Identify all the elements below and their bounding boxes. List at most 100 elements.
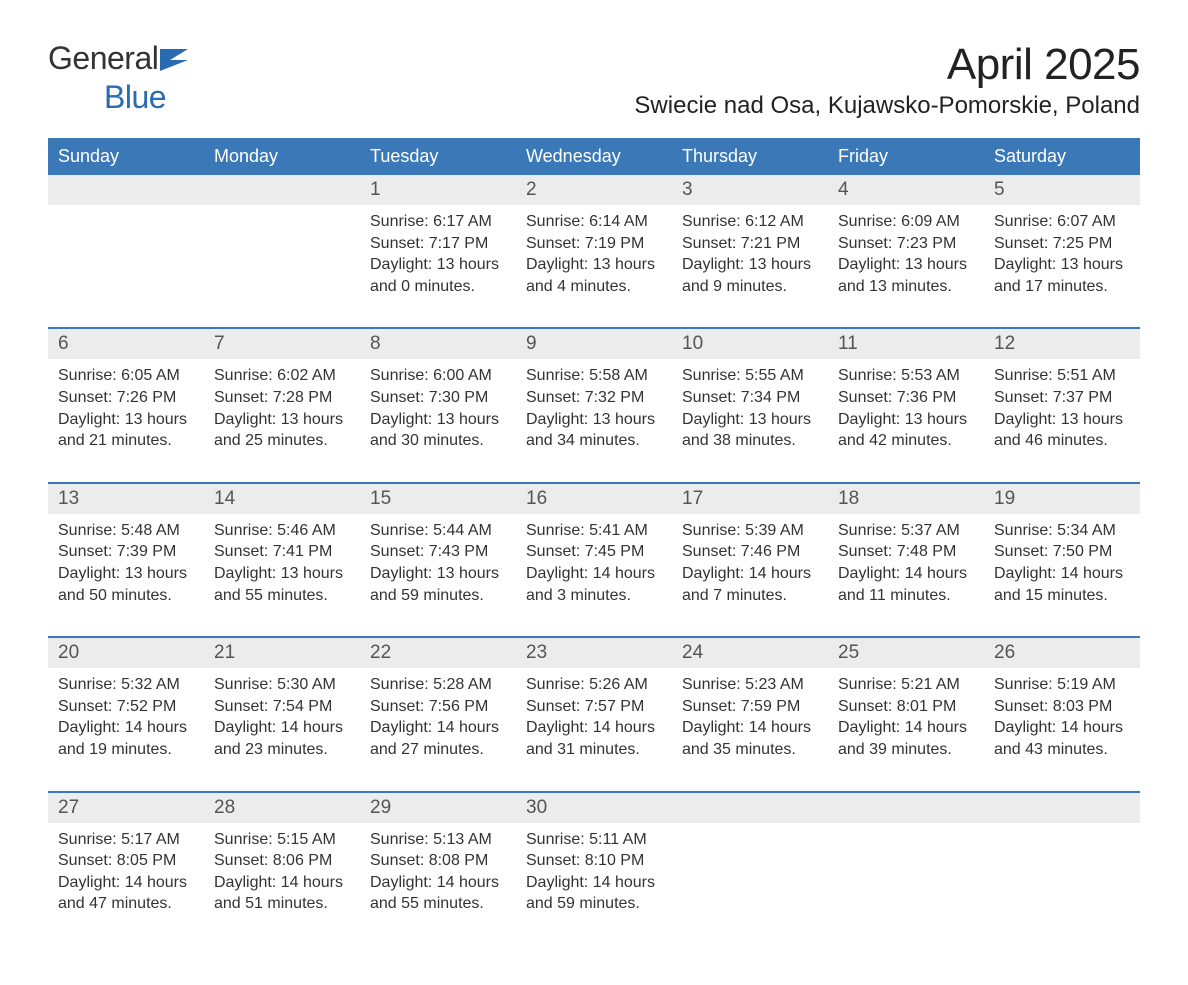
day-sunrise: Sunrise: 6:00 AM xyxy=(370,365,506,387)
week-block: 27282930Sunrise: 5:17 AMSunset: 8:05 PMD… xyxy=(48,791,1140,945)
day-daylight2: and 51 minutes. xyxy=(214,893,350,915)
day-daylight2: and 59 minutes. xyxy=(370,585,506,607)
daynum-row: 13141516171819 xyxy=(48,482,1140,514)
day-sunset: Sunset: 7:52 PM xyxy=(58,696,194,718)
day-number: 24 xyxy=(672,638,828,668)
day-sunset: Sunset: 7:34 PM xyxy=(682,387,818,409)
day-sunset: Sunset: 7:43 PM xyxy=(370,541,506,563)
day-daylight1: Daylight: 13 hours xyxy=(370,563,506,585)
day-sunrise: Sunrise: 5:21 AM xyxy=(838,674,974,696)
day-sunrise: Sunrise: 5:55 AM xyxy=(682,365,818,387)
day-cell xyxy=(828,823,984,945)
day-sunrise: Sunrise: 5:58 AM xyxy=(526,365,662,387)
day-number: 8 xyxy=(360,329,516,359)
day-number: 10 xyxy=(672,329,828,359)
day-daylight2: and 55 minutes. xyxy=(214,585,350,607)
day-daylight2: and 30 minutes. xyxy=(370,430,506,452)
day-daylight1: Daylight: 13 hours xyxy=(994,409,1130,431)
day-sunset: Sunset: 7:50 PM xyxy=(994,541,1130,563)
day-daylight2: and 34 minutes. xyxy=(526,430,662,452)
logo-blue: Blue xyxy=(104,79,166,115)
day-sunrise: Sunrise: 6:09 AM xyxy=(838,211,974,233)
day-cell: Sunrise: 5:11 AMSunset: 8:10 PMDaylight:… xyxy=(516,823,672,945)
day-sunset: Sunset: 8:01 PM xyxy=(838,696,974,718)
day-sunrise: Sunrise: 5:44 AM xyxy=(370,520,506,542)
page-title: April 2025 xyxy=(634,40,1140,90)
day-cell: Sunrise: 6:09 AMSunset: 7:23 PMDaylight:… xyxy=(828,205,984,327)
daycontent-row: Sunrise: 6:17 AMSunset: 7:17 PMDaylight:… xyxy=(48,205,1140,327)
day-cell: Sunrise: 5:32 AMSunset: 7:52 PMDaylight:… xyxy=(48,668,204,790)
day-cell: Sunrise: 5:48 AMSunset: 7:39 PMDaylight:… xyxy=(48,514,204,636)
day-sunset: Sunset: 7:59 PM xyxy=(682,696,818,718)
day-cell xyxy=(48,205,204,327)
day-number: 16 xyxy=(516,484,672,514)
day-cell: Sunrise: 5:19 AMSunset: 8:03 PMDaylight:… xyxy=(984,668,1140,790)
day-daylight1: Daylight: 13 hours xyxy=(994,254,1130,276)
day-cell: Sunrise: 5:13 AMSunset: 8:08 PMDaylight:… xyxy=(360,823,516,945)
day-cell: Sunrise: 5:21 AMSunset: 8:01 PMDaylight:… xyxy=(828,668,984,790)
day-cell: Sunrise: 6:14 AMSunset: 7:19 PMDaylight:… xyxy=(516,205,672,327)
day-cell xyxy=(984,823,1140,945)
logo-flag-icon xyxy=(160,42,194,79)
day-sunrise: Sunrise: 5:39 AM xyxy=(682,520,818,542)
day-daylight2: and 13 minutes. xyxy=(838,276,974,298)
day-daylight1: Daylight: 14 hours xyxy=(58,872,194,894)
day-sunrise: Sunrise: 6:17 AM xyxy=(370,211,506,233)
day-sunset: Sunset: 7:26 PM xyxy=(58,387,194,409)
day-daylight1: Daylight: 14 hours xyxy=(214,717,350,739)
day-number: 2 xyxy=(516,175,672,205)
day-sunrise: Sunrise: 5:32 AM xyxy=(58,674,194,696)
day-daylight1: Daylight: 14 hours xyxy=(526,563,662,585)
day-number: 23 xyxy=(516,638,672,668)
day-sunrise: Sunrise: 5:15 AM xyxy=(214,829,350,851)
day-number xyxy=(672,793,828,823)
day-sunrise: Sunrise: 5:30 AM xyxy=(214,674,350,696)
weeks-container: 12345Sunrise: 6:17 AMSunset: 7:17 PMDayl… xyxy=(48,175,1140,945)
day-sunrise: Sunrise: 5:34 AM xyxy=(994,520,1130,542)
daycontent-row: Sunrise: 5:32 AMSunset: 7:52 PM Daylight:… xyxy=(48,668,1140,790)
day-daylight1: Daylight: 14 hours xyxy=(526,872,662,894)
day-daylight1: Daylight: 13 hours xyxy=(214,563,350,585)
day-cell xyxy=(672,823,828,945)
day-daylight1: Daylight: 13 hours xyxy=(370,254,506,276)
day-number: 14 xyxy=(204,484,360,514)
day-sunset: Sunset: 7:46 PM xyxy=(682,541,818,563)
day-daylight2: and 55 minutes. xyxy=(370,893,506,915)
day-daylight1: Daylight: 13 hours xyxy=(214,409,350,431)
page-subtitle: Swiecie nad Osa, Kujawsko-Pomorskie, Pol… xyxy=(634,92,1140,120)
day-sunrise: Sunrise: 6:14 AM xyxy=(526,211,662,233)
day-number xyxy=(984,793,1140,823)
day-sunset: Sunset: 8:03 PM xyxy=(994,696,1130,718)
daynum-row: 6789101112 xyxy=(48,327,1140,359)
daynum-row: 27282930 xyxy=(48,791,1140,823)
day-sunrise: Sunrise: 5:28 AM xyxy=(370,674,506,696)
day-daylight2: and 17 minutes. xyxy=(994,276,1130,298)
day-number: 29 xyxy=(360,793,516,823)
week-block: 13141516171819Sunrise: 5:48 AMSunset: 7:… xyxy=(48,482,1140,636)
day-sunset: Sunset: 7:19 PM xyxy=(526,233,662,255)
day-number xyxy=(828,793,984,823)
day-sunset: Sunset: 7:41 PM xyxy=(214,541,350,563)
daycontent-row: Sunrise: 5:48 AMSunset: 7:39 PMDaylight:… xyxy=(48,514,1140,636)
day-of-week-header: Sunday Monday Tuesday Wednesday Thursday… xyxy=(48,138,1140,175)
day-daylight1: Daylight: 14 hours xyxy=(838,717,974,739)
day-sunset: Sunset: 7:37 PM xyxy=(994,387,1130,409)
day-sunrise: Sunrise: 5:17 AM xyxy=(58,829,194,851)
week-block: 6789101112Sunrise: 6:05 AMSunset: 7:26 P… xyxy=(48,327,1140,481)
day-daylight2: and 7 minutes. xyxy=(682,585,818,607)
day-sunrise: Sunrise: 5:41 AM xyxy=(526,520,662,542)
day-sunset: Sunset: 7:36 PM xyxy=(838,387,974,409)
day-daylight2: and 46 minutes. xyxy=(994,430,1130,452)
day-cell: Sunrise: 5:28 AMSunset: 7:56 PMDaylight:… xyxy=(360,668,516,790)
day-daylight1: Daylight: 13 hours xyxy=(58,563,194,585)
day-sunrise: Sunrise: 5:53 AM xyxy=(838,365,974,387)
day-daylight1: Daylight: 14 hours xyxy=(682,563,818,585)
day-cell: Sunrise: 5:44 AMSunset: 7:43 PMDaylight:… xyxy=(360,514,516,636)
day-number: 7 xyxy=(204,329,360,359)
day-number: 6 xyxy=(48,329,204,359)
day-number: 13 xyxy=(48,484,204,514)
day-number: 21 xyxy=(204,638,360,668)
day-sunset: Sunset: 8:05 PM xyxy=(58,850,194,872)
day-sunrise: Sunrise: 5:13 AM xyxy=(370,829,506,851)
day-daylight2: and 27 minutes. xyxy=(370,739,506,761)
